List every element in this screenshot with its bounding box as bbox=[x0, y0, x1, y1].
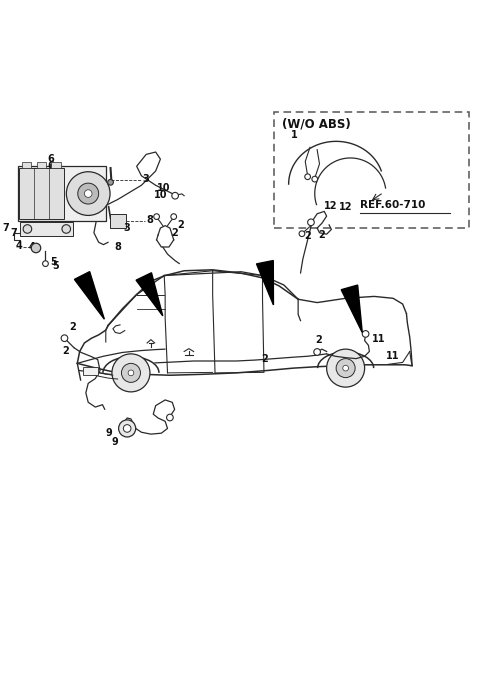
Text: 2: 2 bbox=[262, 354, 268, 364]
Polygon shape bbox=[341, 285, 362, 332]
Text: 10: 10 bbox=[156, 183, 170, 193]
Text: 7: 7 bbox=[2, 224, 10, 233]
Text: 8: 8 bbox=[114, 242, 121, 252]
Circle shape bbox=[171, 214, 177, 220]
Circle shape bbox=[305, 174, 311, 180]
Circle shape bbox=[326, 349, 365, 387]
Circle shape bbox=[61, 335, 68, 341]
Circle shape bbox=[123, 425, 131, 432]
Circle shape bbox=[31, 244, 41, 252]
Text: 7: 7 bbox=[11, 228, 17, 238]
Text: 2: 2 bbox=[69, 321, 76, 332]
Text: 11: 11 bbox=[386, 352, 400, 361]
Text: REF.60-710: REF.60-710 bbox=[360, 200, 425, 211]
Circle shape bbox=[308, 219, 314, 226]
Text: 2: 2 bbox=[171, 228, 178, 238]
Polygon shape bbox=[74, 272, 104, 319]
Text: 2: 2 bbox=[304, 231, 311, 241]
Bar bbox=[20, 222, 73, 236]
Circle shape bbox=[66, 172, 110, 215]
Circle shape bbox=[84, 189, 92, 198]
Text: (W/O ABS): (W/O ABS) bbox=[281, 118, 350, 131]
Bar bbox=[109, 214, 126, 228]
Circle shape bbox=[362, 330, 369, 337]
Text: 3: 3 bbox=[143, 174, 150, 184]
Circle shape bbox=[154, 214, 159, 220]
Bar bbox=[18, 166, 106, 221]
Bar bbox=[22, 162, 32, 168]
Circle shape bbox=[119, 420, 136, 437]
Circle shape bbox=[108, 179, 113, 185]
Circle shape bbox=[62, 224, 71, 233]
Text: 11: 11 bbox=[372, 334, 385, 344]
Bar bbox=[19, 168, 64, 220]
Circle shape bbox=[314, 349, 321, 355]
Circle shape bbox=[112, 354, 150, 392]
Text: 9: 9 bbox=[112, 437, 119, 447]
Polygon shape bbox=[136, 273, 163, 316]
Text: 12: 12 bbox=[324, 201, 338, 211]
Text: 10: 10 bbox=[154, 189, 167, 200]
Polygon shape bbox=[256, 261, 274, 305]
Circle shape bbox=[336, 358, 355, 378]
Bar bbox=[37, 162, 46, 168]
Circle shape bbox=[43, 261, 48, 267]
Bar bbox=[51, 162, 61, 168]
Circle shape bbox=[121, 363, 141, 382]
Text: 12: 12 bbox=[339, 202, 352, 211]
Circle shape bbox=[128, 370, 134, 376]
Circle shape bbox=[172, 192, 179, 199]
Circle shape bbox=[312, 176, 318, 182]
Text: 2: 2 bbox=[177, 220, 184, 230]
Text: 6: 6 bbox=[48, 161, 55, 171]
Text: 8: 8 bbox=[146, 215, 154, 225]
Text: 5: 5 bbox=[50, 256, 57, 267]
Circle shape bbox=[78, 183, 99, 204]
Text: 4: 4 bbox=[16, 241, 23, 251]
Text: 2: 2 bbox=[315, 335, 322, 345]
Circle shape bbox=[343, 365, 348, 371]
Text: 2: 2 bbox=[62, 347, 69, 356]
Circle shape bbox=[299, 231, 305, 237]
Text: 1: 1 bbox=[291, 130, 298, 140]
Text: 5: 5 bbox=[52, 261, 60, 271]
Text: 2: 2 bbox=[319, 230, 325, 240]
Text: 4: 4 bbox=[29, 242, 36, 252]
Bar bbox=[84, 367, 98, 376]
Circle shape bbox=[23, 224, 32, 233]
Text: 6: 6 bbox=[48, 153, 55, 163]
Text: 3: 3 bbox=[124, 223, 131, 233]
Text: 9: 9 bbox=[106, 428, 112, 438]
Circle shape bbox=[167, 415, 173, 421]
